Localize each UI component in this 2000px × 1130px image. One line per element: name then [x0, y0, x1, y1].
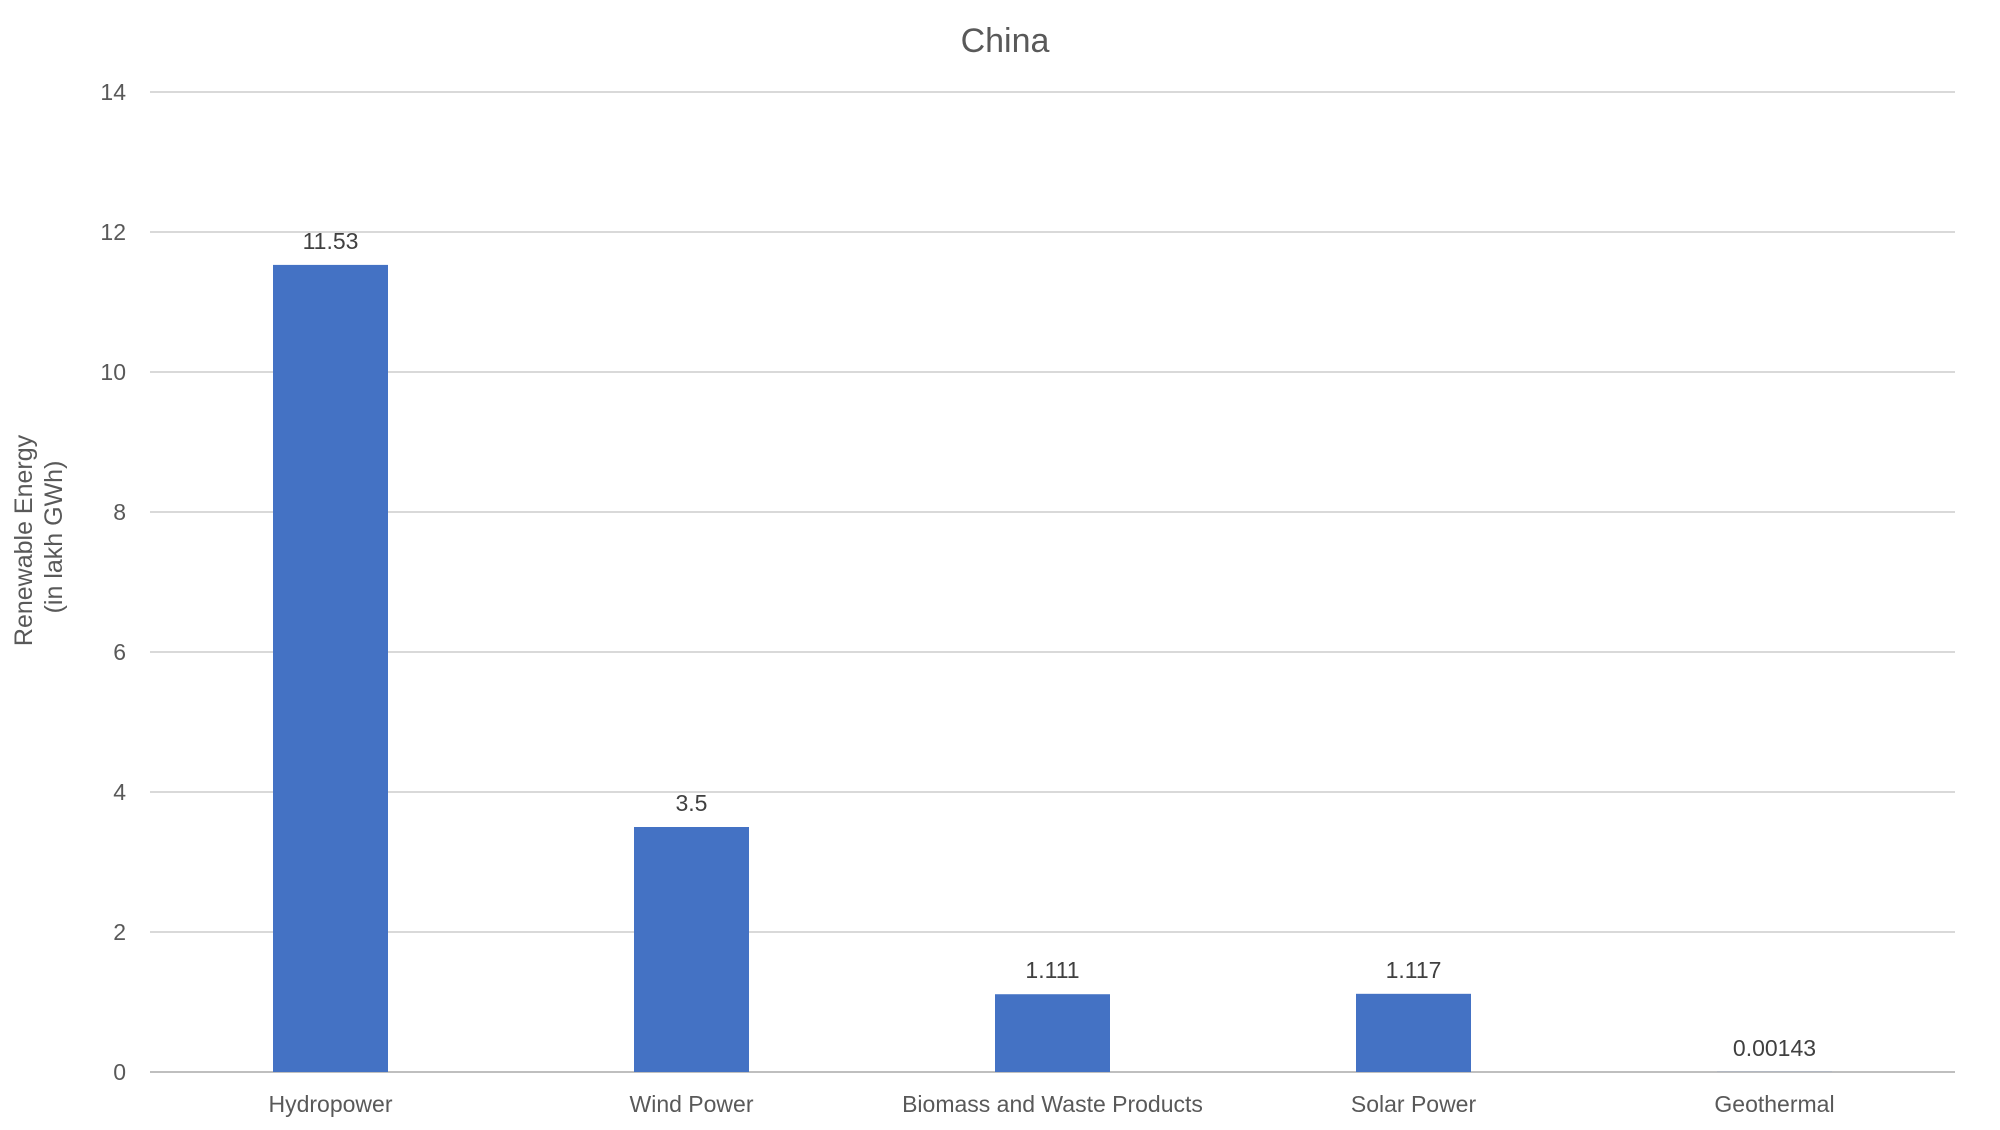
- y-tick-label: 12: [100, 219, 126, 245]
- bars: [273, 265, 1832, 1072]
- data-label: 11.53: [303, 228, 359, 254]
- gridlines: [150, 92, 1955, 1072]
- x-axis-categories: Hydropower Wind Power Biomass and Waste Pr…: [269, 1091, 1835, 1117]
- data-label: 3.5: [676, 790, 708, 816]
- y-tick-label: 6: [113, 639, 126, 665]
- data-label: 1.117: [1386, 957, 1442, 983]
- y-axis-label-line-1: Renewable Energy: [10, 434, 38, 646]
- chart-title: China: [961, 22, 1050, 60]
- x-tick-label: Solar Power: [1351, 1091, 1477, 1117]
- data-label: 1.111: [1025, 957, 1079, 983]
- y-tick-label: 14: [100, 79, 126, 105]
- y-tick-label: 4: [113, 779, 126, 805]
- y-axis-label: Renewable Energy (in lakh GWh): [10, 428, 68, 646]
- x-tick-label: Geothermal: [1714, 1091, 1834, 1117]
- y-tick-label: 0: [113, 1059, 126, 1085]
- bar-biomass-and-waste-products: [995, 994, 1110, 1072]
- data-label: 0.00143: [1733, 1035, 1816, 1061]
- y-tick-label: 10: [100, 359, 126, 385]
- y-tick-label: 8: [113, 499, 126, 525]
- x-tick-label: Wind Power: [630, 1091, 754, 1117]
- bar-solar-power: [1356, 994, 1471, 1072]
- bar-hydropower: [273, 265, 388, 1072]
- bar-wind-power: [634, 827, 749, 1072]
- y-axis-label-line-2: (in lakh GWh): [40, 461, 68, 614]
- y-axis-ticks: 0 2 4 6 8 10 12 14: [100, 79, 126, 1085]
- x-tick-label: Biomass and Waste Products: [902, 1091, 1203, 1117]
- x-tick-label: Hydropower: [269, 1091, 393, 1117]
- y-tick-label: 2: [113, 919, 126, 945]
- data-labels: 11.53 3.5 1.111 1.117 0.00143: [303, 228, 1817, 1061]
